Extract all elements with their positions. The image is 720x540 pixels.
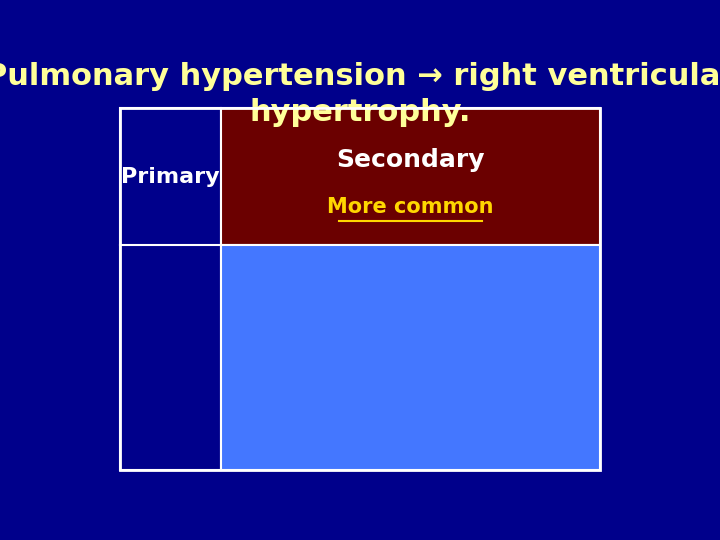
Text: More common: More common (327, 197, 494, 217)
FancyBboxPatch shape (221, 246, 600, 470)
FancyBboxPatch shape (120, 108, 221, 470)
FancyBboxPatch shape (221, 108, 600, 246)
Text: Pulmonary hypertension → right ventricular
hypertrophy.: Pulmonary hypertension → right ventricul… (0, 62, 720, 127)
Text: Primary: Primary (121, 167, 220, 187)
Text: Secondary: Secondary (336, 148, 485, 172)
